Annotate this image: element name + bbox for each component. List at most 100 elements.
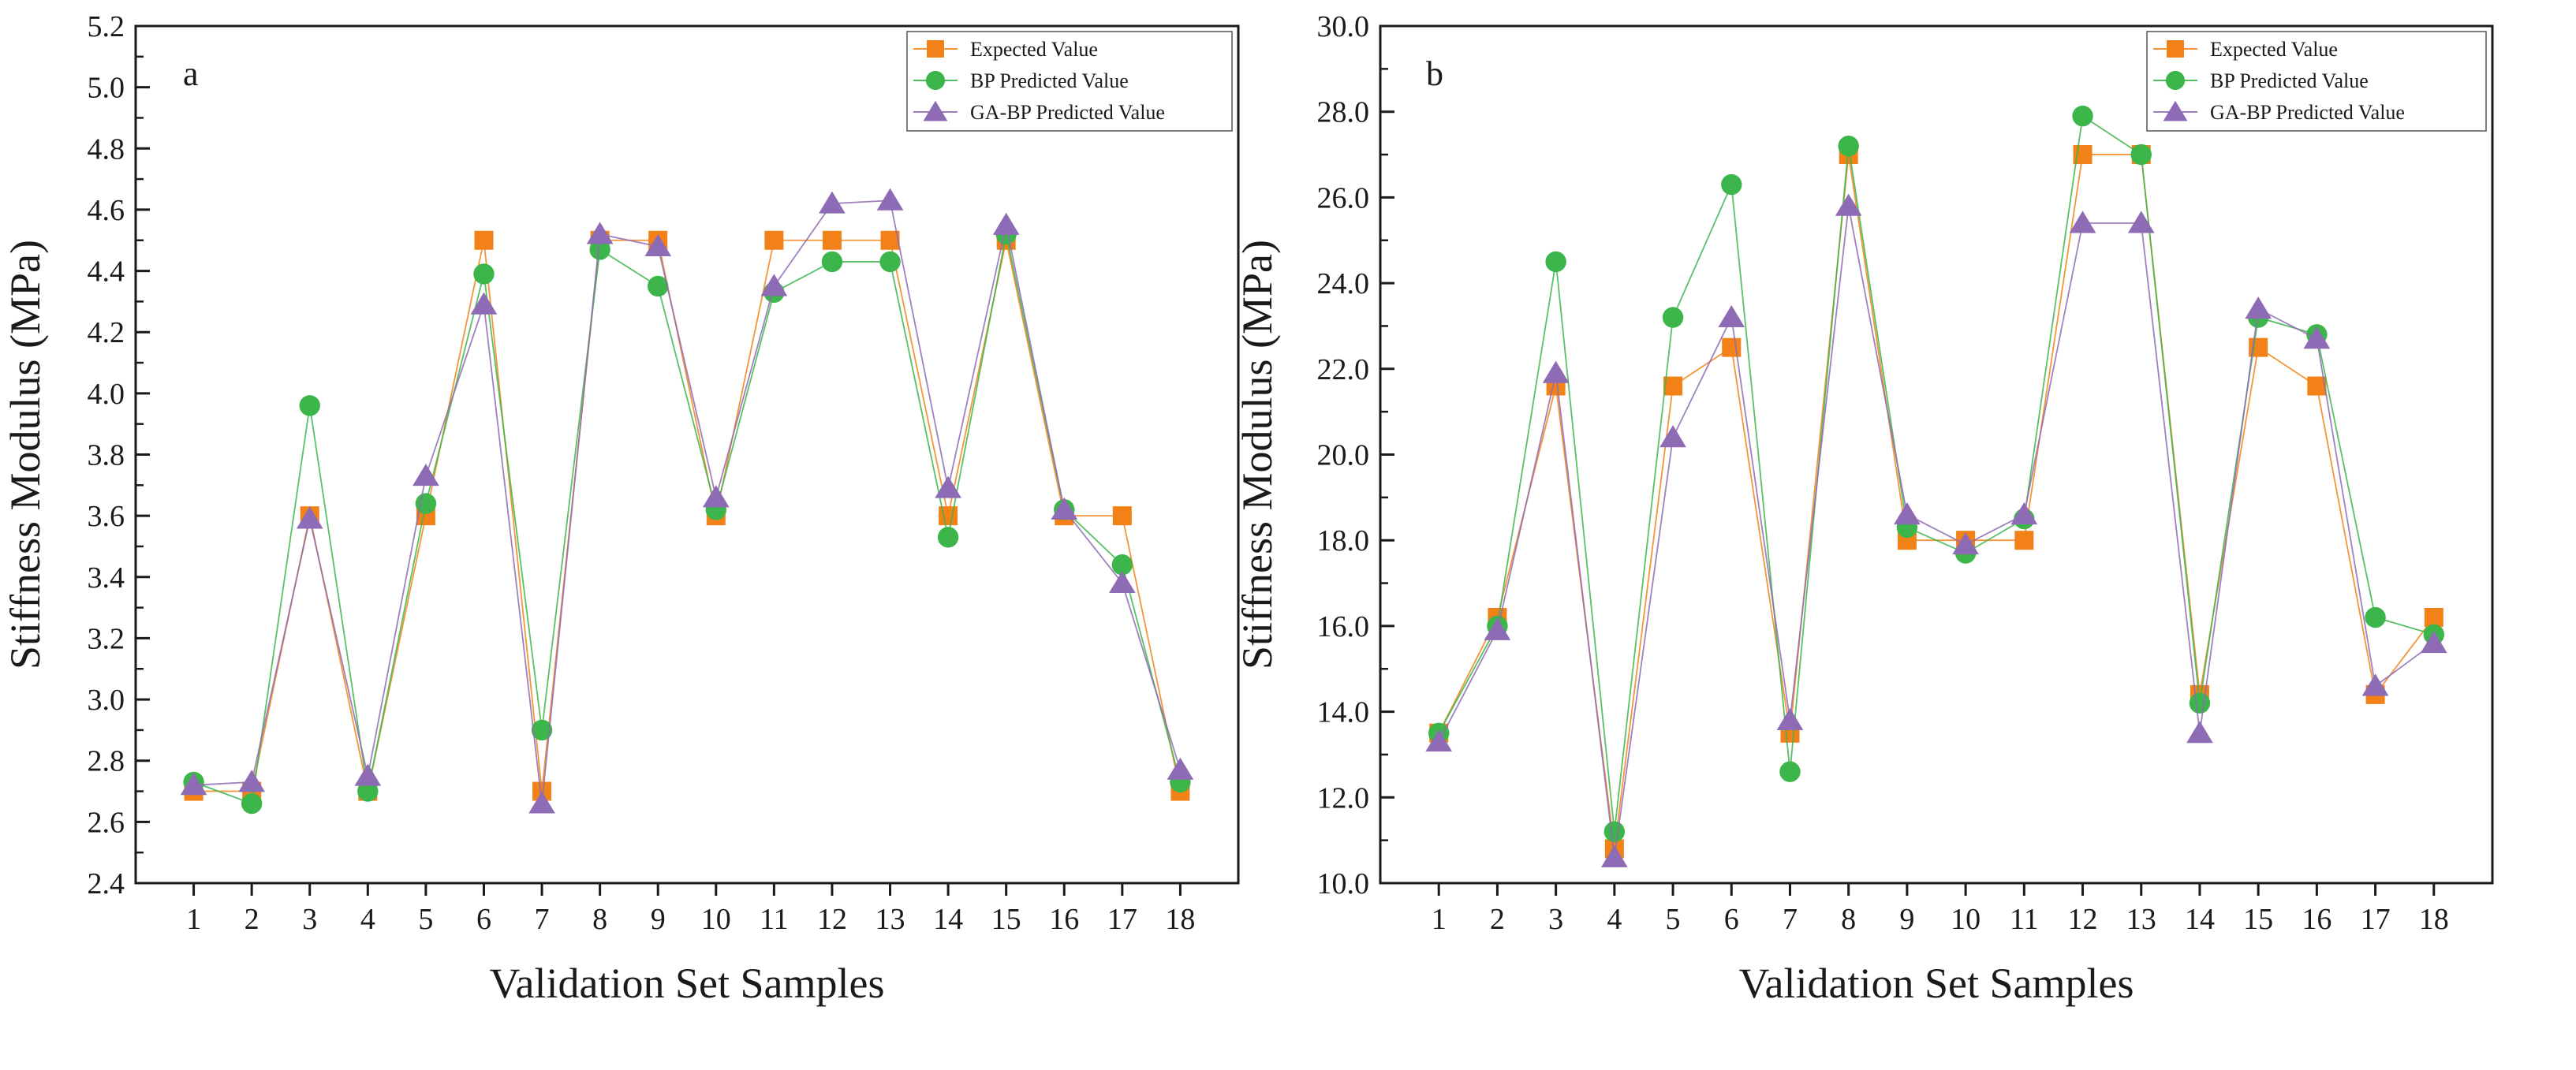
data-point-circle [937, 527, 959, 548]
panel-label: a [183, 54, 199, 93]
data-point-triangle [1425, 729, 1453, 752]
data-point-triangle [586, 222, 614, 244]
legend-label: Expected Value [2210, 38, 2338, 61]
y-tick-label: 2.6 [88, 806, 125, 839]
data-point-triangle [702, 485, 730, 508]
x-tick-label: 15 [2243, 903, 2273, 936]
data-point-triangle [2069, 211, 2096, 233]
y-tick-label: 3.6 [88, 500, 125, 533]
x-tick-label: 1 [1432, 903, 1447, 936]
chart-panel-a: 2.4 2.6 2.8 3.0 3.2 3.4 3.6 3.8 4.0 4.2 4.4 4.6 4.8 5… [2, 10, 1240, 1007]
series-line-triangle [193, 199, 1182, 804]
series-line-circle [193, 233, 1182, 805]
y-tick-label: 4.4 [88, 255, 125, 289]
x-tick-label: 3 [302, 903, 317, 936]
x-tick-label: 18 [1165, 903, 1195, 936]
data-point-triangle [644, 233, 672, 256]
data-point-circle [2130, 144, 2152, 166]
data-point-circle [299, 395, 320, 416]
legend-marker-square [2167, 40, 2184, 58]
data-point-triangle [470, 292, 498, 315]
y-tick-label: 4.0 [88, 378, 125, 411]
y-tick-label: 2.4 [88, 867, 125, 900]
y-axis-title: Stiffness Modulus (MPa) [2, 240, 49, 669]
data-point-triangle [238, 770, 266, 792]
data-point-triangle [992, 212, 1020, 235]
data-point-circle [241, 792, 263, 815]
x-tick-label: 8 [1841, 903, 1856, 936]
data-point-circle [821, 251, 843, 273]
legend-box [2146, 31, 2487, 132]
x-tick-label: 6 [476, 903, 491, 936]
data-point-square [2424, 608, 2443, 628]
x-tick-label: 5 [1666, 903, 1681, 936]
y-tick-label: 4.2 [88, 316, 125, 349]
data-point-triangle [876, 188, 904, 211]
y-axis-title: Stiffness Modulus (MPa) [1234, 240, 1281, 669]
data-point-circle [415, 493, 437, 514]
data-point-triangle [819, 191, 846, 214]
legend-label: BP Predicted Value [970, 69, 1129, 92]
data-point-square [2014, 531, 2034, 550]
data-point-triangle [760, 274, 788, 296]
legend-label: Expected Value [970, 38, 1098, 61]
data-point-triangle [2245, 296, 2272, 319]
y-tick-label: 3.0 [88, 684, 125, 717]
y-tick-label: 5.2 [88, 10, 125, 43]
x-tick-label: 7 [1783, 903, 1798, 936]
data-point-triangle [2186, 721, 2213, 744]
data-point-square [822, 230, 842, 250]
plot-frame [1379, 24, 2494, 885]
data-point-circle [531, 719, 553, 741]
x-tick-label: 16 [1049, 903, 1079, 936]
x-tick-label: 3 [1548, 903, 1563, 936]
y-tick-label: 22.0 [1317, 353, 1370, 386]
legend: Expected Value BP Predicted Value GA-BP Pr… [906, 31, 1233, 132]
y-tick-label: 3.8 [88, 439, 125, 472]
y-tick-label: 30.0 [1317, 10, 1370, 43]
x-tick-label: 17 [2361, 903, 2391, 936]
legend-marker-triangle [923, 100, 948, 121]
x-tick-label: 12 [2068, 903, 2098, 936]
y-tick-label: 10.0 [1317, 867, 1370, 900]
data-point-triangle [1051, 497, 1078, 520]
data-point-triangle [354, 763, 382, 786]
data-point-triangle [935, 475, 961, 498]
data-point-triangle [1776, 707, 1804, 730]
x-tick-label: 12 [817, 903, 847, 936]
y-tick-label: 3.4 [88, 561, 125, 595]
panel-label: b [1426, 54, 1443, 93]
legend-marker-square [927, 40, 944, 58]
data-point-triangle [1484, 617, 1511, 640]
series-line-square [193, 239, 1182, 792]
legend-label: GA-BP Predicted Value [970, 101, 1165, 124]
x-tick-label: 1 [186, 903, 201, 936]
data-point-square [764, 230, 784, 250]
data-point-square [1663, 376, 1683, 396]
y-tick-label: 24.0 [1317, 267, 1370, 300]
data-point-square [1112, 506, 1132, 526]
series-line-square [1438, 154, 2435, 849]
y-tick-label: 4.6 [88, 194, 125, 227]
y-tick-label: 16.0 [1317, 610, 1370, 643]
y-tick-label: 2.8 [88, 745, 125, 778]
x-tick-label: 4 [1607, 903, 1622, 936]
x-tick-label: 13 [875, 903, 905, 936]
legend-marker-circle [2165, 70, 2186, 91]
data-point-circle [1111, 554, 1133, 576]
y-tick-label: 18.0 [1317, 524, 1370, 557]
data-point-triangle [2127, 211, 2155, 233]
x-axis-title: Validation Set Samples [1739, 960, 2134, 1007]
series-line-triangle [1438, 206, 2435, 858]
x-tick-label: 11 [760, 903, 789, 936]
data-point-circle [2072, 105, 2093, 127]
data-point-triangle [1542, 360, 1570, 383]
x-tick-label: 18 [2419, 903, 2449, 936]
legend-marker-triangle [2163, 100, 2188, 121]
x-tick-label: 8 [592, 903, 607, 936]
x-tick-label: 7 [535, 903, 550, 936]
data-point-circle [357, 781, 379, 802]
plot-frame [134, 24, 1240, 885]
data-point-triangle [528, 791, 555, 814]
